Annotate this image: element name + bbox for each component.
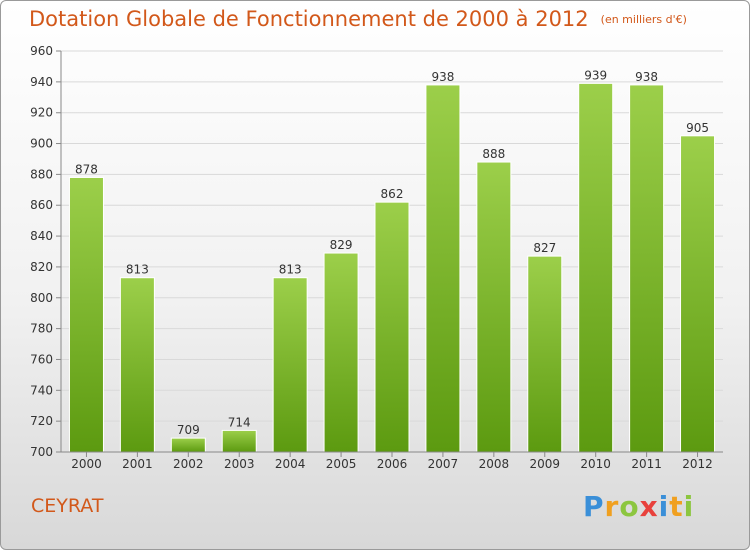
logo-letter: o bbox=[619, 490, 640, 523]
bar-2010 bbox=[578, 82, 614, 453]
data-label-2002: 709 bbox=[177, 423, 200, 437]
chart-title-text: Dotation Globale de Fonctionnement de 20… bbox=[29, 7, 589, 31]
data-label-2006: 862 bbox=[381, 187, 404, 201]
data-label-2008: 888 bbox=[482, 147, 505, 161]
y-tick-label: 920 bbox=[30, 106, 53, 120]
y-tick-label: 740 bbox=[30, 383, 53, 397]
x-tick-label-2009: 2009 bbox=[529, 457, 560, 471]
axis-layer: 700 720 740 760 780 800 820 840 860 880 900 920 940 9… bbox=[30, 44, 723, 471]
x-tick-label-2006: 2006 bbox=[377, 457, 408, 471]
x-tick-label-2011: 2011 bbox=[631, 457, 662, 471]
logo-letter: P bbox=[583, 490, 605, 523]
bar-2004 bbox=[272, 277, 308, 453]
y-tick-label: 960 bbox=[30, 44, 53, 58]
bar-layer bbox=[68, 82, 716, 453]
logo-letter: i bbox=[683, 490, 695, 523]
bar-2009 bbox=[527, 255, 563, 453]
y-tick-label: 820 bbox=[30, 260, 53, 274]
y-tick-label: 880 bbox=[30, 167, 53, 181]
y-tick-label: 860 bbox=[30, 198, 53, 212]
bar-2008 bbox=[476, 161, 512, 453]
x-tick-label-2008: 2008 bbox=[479, 457, 510, 471]
y-tick-label: 720 bbox=[30, 414, 53, 428]
logo-letter: r bbox=[604, 490, 620, 523]
x-tick-label-2001: 2001 bbox=[122, 457, 153, 471]
y-tick-label: 940 bbox=[30, 75, 53, 89]
x-tick-label-2010: 2010 bbox=[580, 457, 611, 471]
logo-letter: x bbox=[639, 490, 659, 523]
bar-2007 bbox=[425, 84, 461, 453]
commune-name: CEYRAT bbox=[31, 495, 104, 517]
x-tick-label-2007: 2007 bbox=[428, 457, 459, 471]
y-tick-label: 700 bbox=[30, 445, 53, 459]
logo-letter: i bbox=[658, 490, 670, 523]
bar-2000 bbox=[68, 176, 104, 453]
data-label-2009: 827 bbox=[533, 241, 556, 255]
proxiti-logo: Proxiti bbox=[583, 490, 694, 523]
y-tick-label: 900 bbox=[30, 137, 53, 151]
bar-2006 bbox=[374, 201, 410, 453]
logo-letter: t bbox=[669, 490, 684, 523]
bar-2012 bbox=[680, 135, 716, 453]
y-tick-label: 840 bbox=[30, 229, 53, 243]
y-tick-label: 800 bbox=[30, 291, 53, 305]
x-tick-label-2005: 2005 bbox=[326, 457, 357, 471]
data-label-2005: 829 bbox=[330, 238, 353, 252]
data-label-2001: 813 bbox=[126, 263, 149, 277]
data-label-2007: 938 bbox=[431, 70, 454, 84]
bar-2002 bbox=[170, 437, 206, 453]
data-label-2004: 813 bbox=[279, 263, 302, 277]
bar-2001 bbox=[119, 277, 155, 453]
y-tick-label: 780 bbox=[30, 322, 53, 336]
data-label-2000: 878 bbox=[75, 162, 98, 176]
data-label-2012: 905 bbox=[686, 121, 709, 135]
y-tick-label: 760 bbox=[30, 352, 53, 366]
x-tick-label-2012: 2012 bbox=[682, 457, 713, 471]
data-label-2010: 939 bbox=[584, 68, 607, 82]
bar-2005 bbox=[323, 252, 359, 453]
bar-2011 bbox=[629, 84, 665, 453]
x-tick-label-2000: 2000 bbox=[71, 457, 102, 471]
x-tick-label-2003: 2003 bbox=[224, 457, 255, 471]
chart-subtitle: (en milliers d'€) bbox=[600, 13, 687, 26]
data-label-2011: 938 bbox=[635, 70, 658, 84]
data-label-2003: 714 bbox=[228, 415, 251, 429]
chart-title: Dotation Globale de Fonctionnement de 20… bbox=[29, 7, 687, 31]
x-tick-label-2002: 2002 bbox=[173, 457, 204, 471]
bar-2003 bbox=[221, 429, 257, 453]
x-tick-label-2004: 2004 bbox=[275, 457, 306, 471]
